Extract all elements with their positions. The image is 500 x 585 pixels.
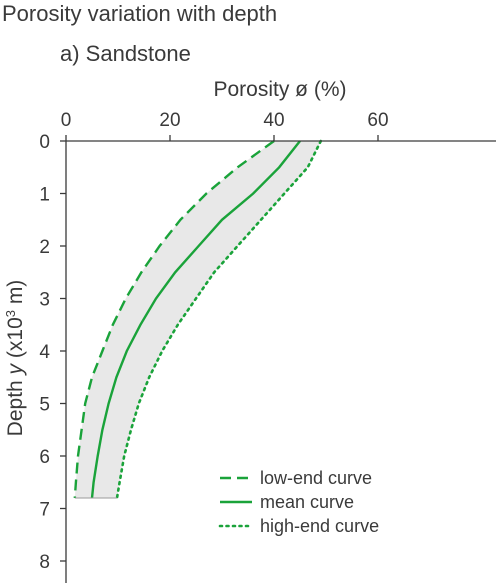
y-axis-title-exponent: 3 [3, 310, 18, 317]
y-axis-title: Depth y (x103 m) [3, 280, 28, 437]
x-axis-title: Porosity ø (%) [213, 78, 346, 101]
y-axis-title-depth: Depth [4, 374, 27, 436]
y-tick-label: 1 [39, 185, 50, 206]
series-line-mean-curve [90, 140, 301, 499]
y-tick-label: 2 [39, 237, 50, 258]
y-tick-label: 4 [39, 342, 50, 363]
x-tick-label: 60 [367, 110, 388, 131]
legend: low-end curve mean curve high-end curve [218, 468, 379, 536]
y-tick-label: 6 [39, 447, 50, 468]
x-tick-label: 0 [61, 110, 72, 131]
series-line-low-end-curve [73, 140, 275, 499]
y-tick-label: 5 [39, 395, 50, 416]
y-tick-label: 8 [39, 552, 50, 573]
y-axis-title-variable: y [4, 362, 27, 376]
series-line-high-end-curve [115, 139, 323, 500]
figure-title: Porosity variation with depth [2, 1, 278, 26]
y-tick-label: 0 [39, 132, 50, 153]
x-tick-label: 40 [263, 110, 284, 131]
y-tick-label: 3 [39, 290, 50, 311]
legend-label-low-end-curve: low-end curve [260, 468, 372, 488]
x-tick-label: 20 [159, 110, 180, 131]
legend-label-mean-curve: mean curve [260, 492, 354, 512]
legend-label-high-end-curve: high-end curve [260, 516, 379, 536]
y-axis-title-unit-prefix: (x10 [4, 317, 27, 364]
y-tick-label: 7 [39, 500, 50, 521]
panel-title: a) Sandstone [60, 41, 191, 66]
y-axis-title-unit-suffix: m) [4, 280, 27, 310]
